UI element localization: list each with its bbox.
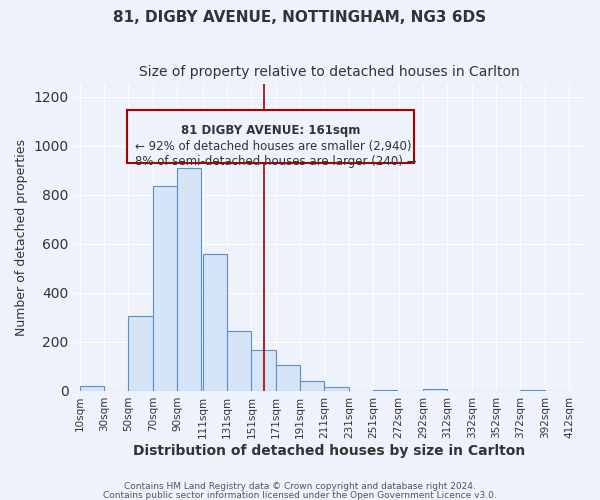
Bar [373,390,397,391]
Text: 81, DIGBY AVENUE, NOTTINGHAM, NG3 6DS: 81, DIGBY AVENUE, NOTTINGHAM, NG3 6DS [113,10,487,25]
Text: Contains public sector information licensed under the Open Government Licence v3: Contains public sector information licen… [103,490,497,500]
Bar [128,316,152,391]
FancyBboxPatch shape [127,110,413,162]
Bar [325,388,349,391]
Y-axis label: Number of detached properties: Number of detached properties [15,139,28,336]
Bar [203,254,227,391]
Text: 8% of semi-detached houses are larger (240) →: 8% of semi-detached houses are larger (2… [135,155,416,168]
Bar [423,388,448,391]
Text: Contains HM Land Registry data © Crown copyright and database right 2024.: Contains HM Land Registry data © Crown c… [124,482,476,491]
Text: ← 92% of detached houses are smaller (2,940): ← 92% of detached houses are smaller (2,… [135,140,412,152]
Text: 81 DIGBY AVENUE: 161sqm: 81 DIGBY AVENUE: 161sqm [181,124,360,137]
Bar [227,331,251,391]
Bar [520,390,545,391]
Bar [177,168,202,391]
Bar [300,381,325,391]
Bar [80,386,104,391]
X-axis label: Distribution of detached houses by size in Carlton: Distribution of detached houses by size … [133,444,526,458]
Bar [275,365,300,391]
Bar [251,350,275,391]
Title: Size of property relative to detached houses in Carlton: Size of property relative to detached ho… [139,65,520,79]
Bar [152,186,177,391]
